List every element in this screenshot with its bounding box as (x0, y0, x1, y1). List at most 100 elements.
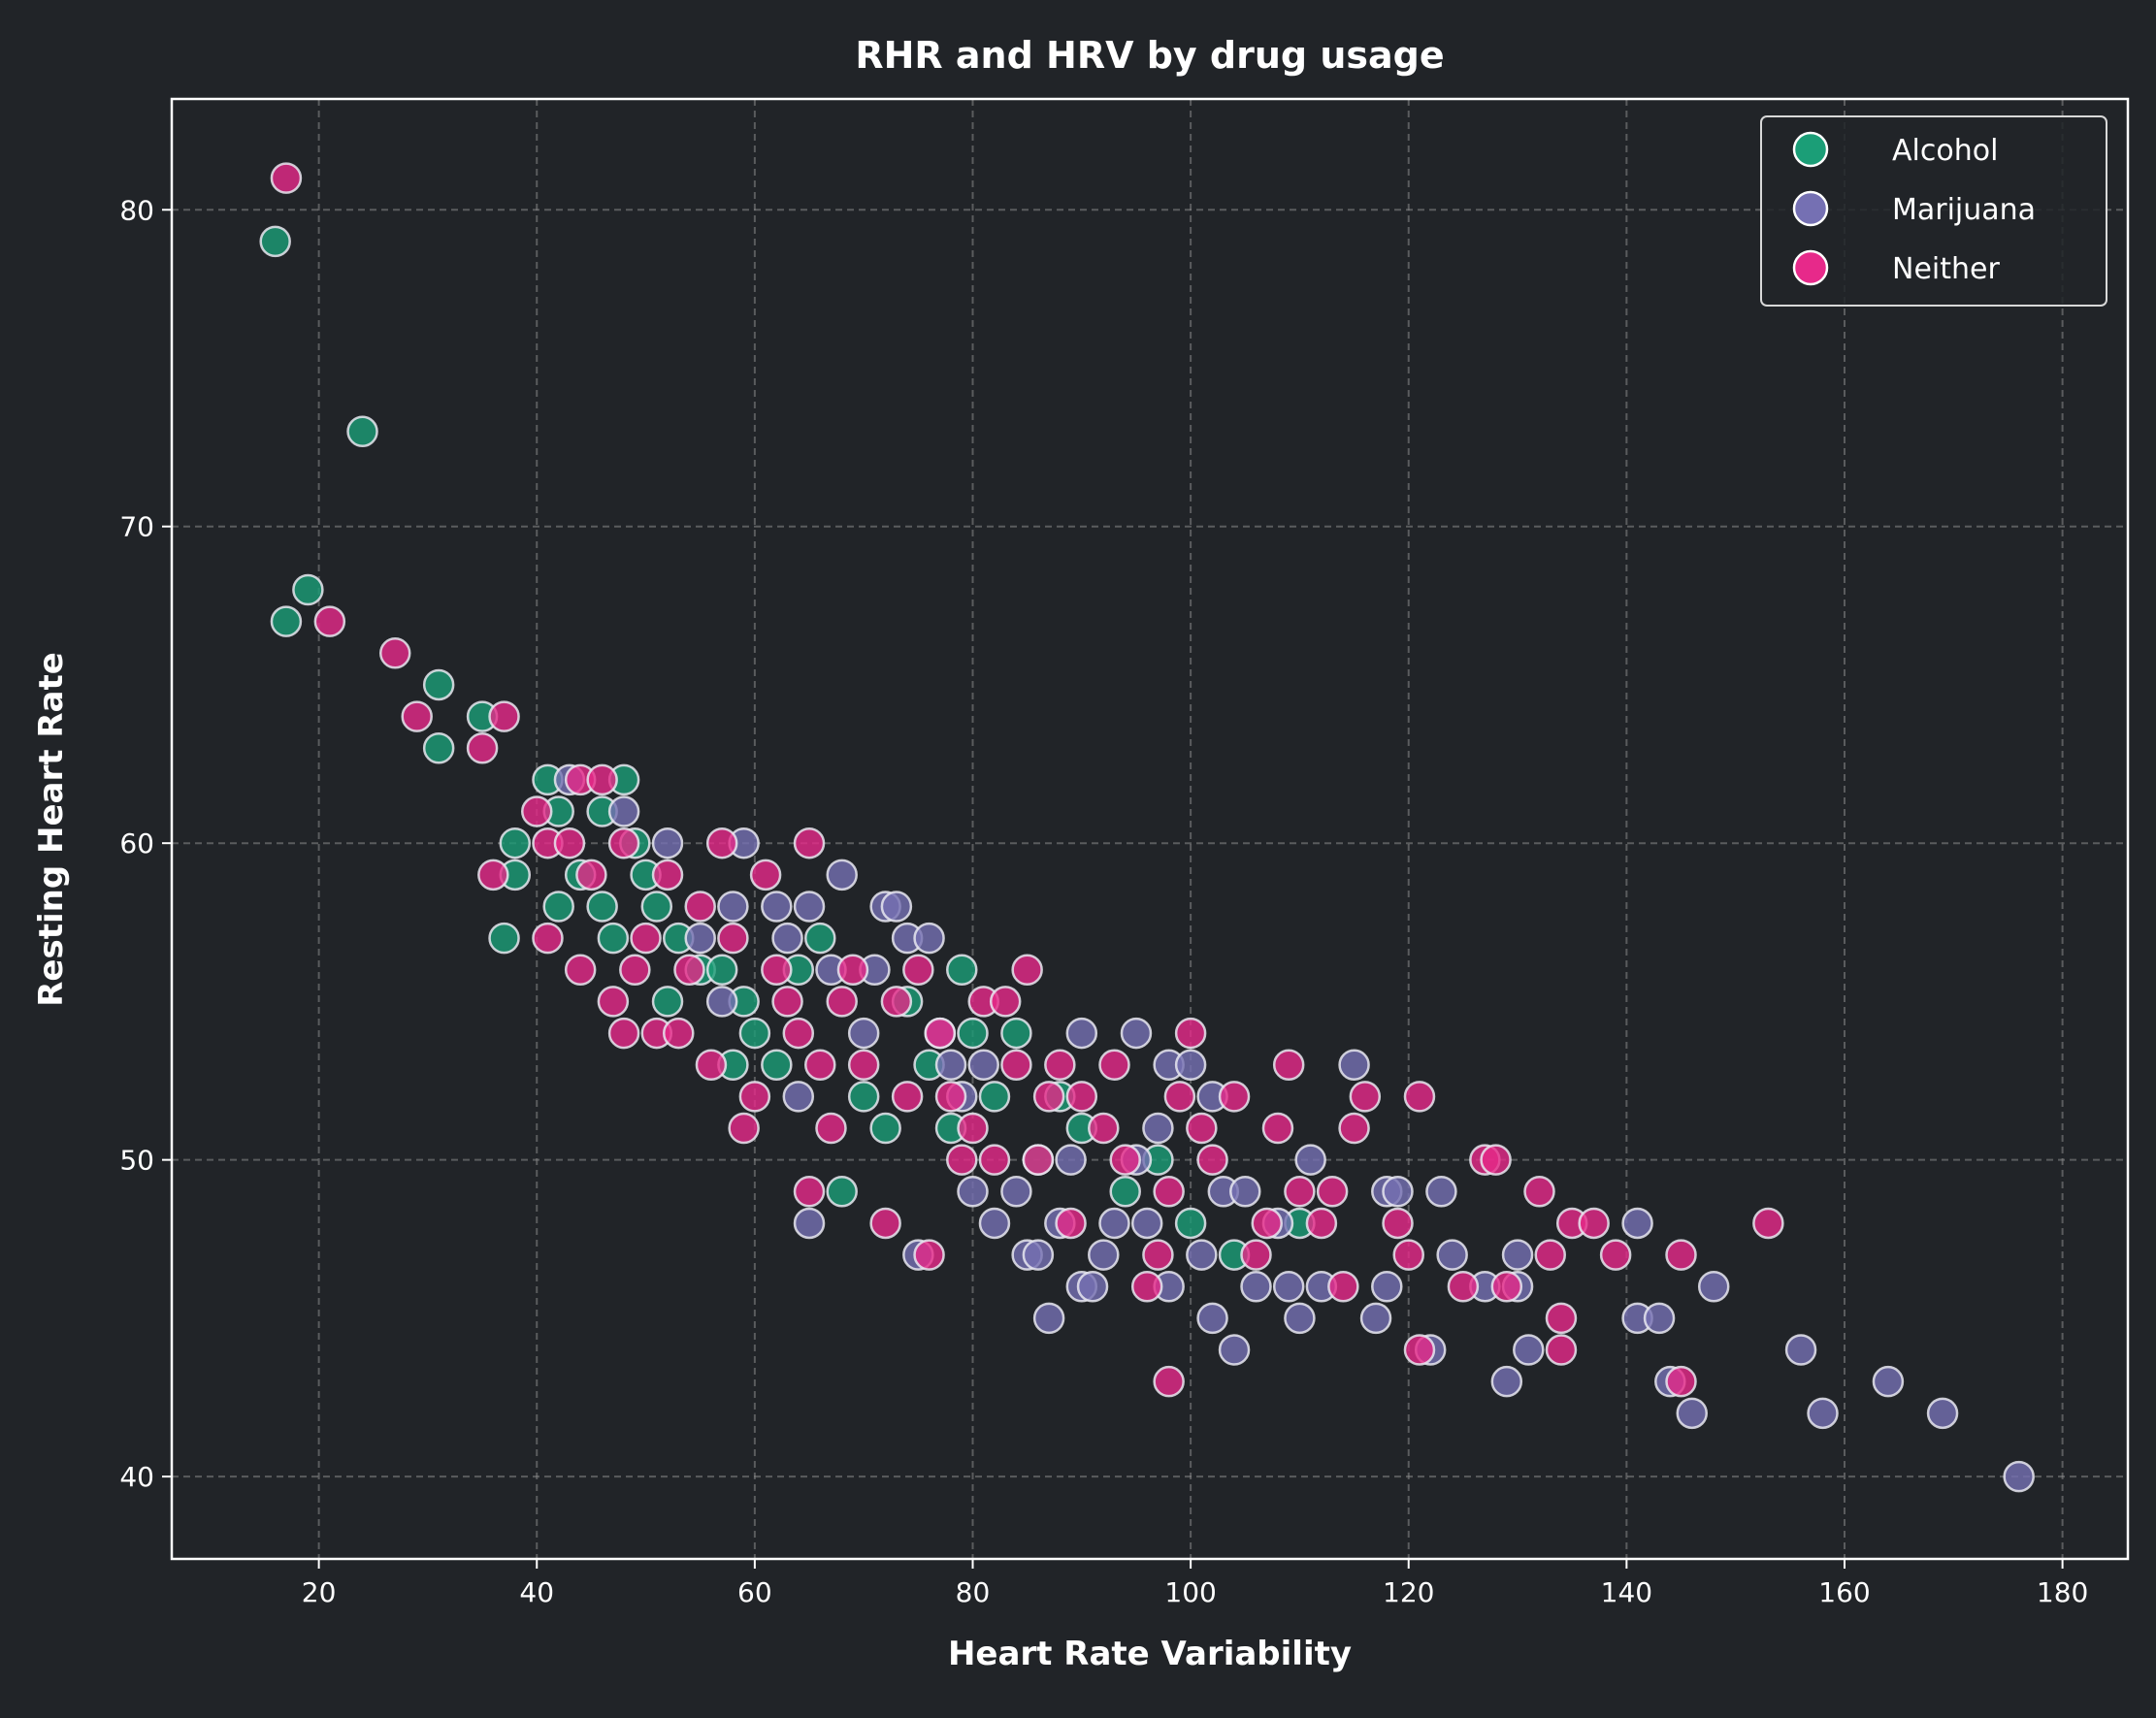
point-alcohol (847, 1081, 880, 1113)
point-marijuana (1065, 1017, 1098, 1050)
point-neither (924, 1017, 957, 1050)
point-neither (695, 1049, 728, 1081)
point-marijuana (1186, 1239, 1218, 1271)
x-tick-label: 80 (956, 1576, 991, 1608)
legend-label-marijuana: Marijuana (1892, 193, 2036, 227)
point-neither (1163, 1081, 1196, 1113)
point-marijuana (1501, 1239, 1534, 1271)
point-marijuana (1055, 1144, 1087, 1176)
point-neither (1261, 1112, 1294, 1145)
point-marijuana (793, 1207, 826, 1240)
point-neither (1327, 1270, 1359, 1303)
point-neither (1490, 1270, 1523, 1303)
point-neither (378, 637, 411, 669)
x-tick-label: 40 (519, 1576, 554, 1608)
point-marijuana (1621, 1207, 1653, 1240)
point-neither (630, 922, 662, 955)
point-neither (1153, 1365, 1185, 1398)
point-marijuana (771, 922, 803, 955)
point-alcohol (957, 1017, 989, 1050)
point-neither (1752, 1207, 1784, 1240)
point-alcohol (292, 573, 324, 606)
point-marijuana (1676, 1397, 1709, 1430)
point-neither (761, 954, 793, 987)
point-neither (934, 1081, 967, 1113)
legend-marker-marijuana (1792, 190, 1829, 227)
point-marijuana (651, 827, 684, 859)
legend-box (1760, 115, 2107, 307)
point-marijuana (1098, 1207, 1130, 1240)
point-neither (989, 986, 1022, 1018)
point-neither (313, 605, 346, 637)
point-neither (1403, 1081, 1436, 1113)
point-neither (1284, 1176, 1316, 1208)
point-neither (1240, 1239, 1272, 1271)
point-alcohol (488, 922, 520, 955)
point-neither (1196, 1144, 1228, 1176)
point-marijuana (761, 891, 793, 923)
point-neither (619, 954, 651, 987)
point-neither (1109, 1144, 1141, 1176)
point-neither (663, 1017, 695, 1050)
point-marijuana (880, 891, 913, 923)
point-neither (1153, 1176, 1185, 1208)
point-neither (1098, 1049, 1130, 1081)
point-marijuana (934, 1049, 967, 1081)
point-marijuana (1382, 1176, 1414, 1208)
point-alcohol (651, 986, 684, 1018)
y-tick-label: 50 (119, 1145, 154, 1177)
point-neither (1044, 1049, 1076, 1081)
point-neither (1349, 1081, 1382, 1113)
chart-title: RHR and HRV by drug usage (855, 34, 1444, 77)
point-marijuana (1513, 1334, 1545, 1366)
axis-ticks: 20 40 60 80 100 120 140 160 180 40 50 60 70 80 (119, 194, 2088, 1608)
point-neither (1011, 954, 1043, 987)
point-alcohol (804, 922, 836, 955)
point-marijuana (1174, 1049, 1207, 1081)
x-tick-label: 100 (1164, 1576, 1216, 1608)
point-marijuana (1240, 1270, 1272, 1303)
point-marijuana (1784, 1334, 1817, 1366)
point-neither (401, 700, 433, 732)
point-alcohol (346, 415, 378, 448)
point-neither (1338, 1112, 1370, 1145)
point-marijuana (1120, 1017, 1153, 1050)
y-tick-label: 80 (119, 194, 154, 226)
point-marijuana (607, 795, 640, 827)
point-neither (520, 795, 553, 827)
point-neither (705, 827, 738, 859)
point-neither (1665, 1239, 1697, 1271)
point-neither (793, 827, 826, 859)
point-neither (488, 700, 520, 732)
point-marijuana (1371, 1270, 1403, 1303)
point-marijuana (1000, 1176, 1032, 1208)
point-neither (1032, 1081, 1065, 1113)
point-neither (553, 827, 586, 859)
point-neither (1142, 1239, 1174, 1271)
point-marijuana (1872, 1365, 1905, 1398)
point-marijuana (1490, 1365, 1523, 1398)
point-alcohol (422, 668, 455, 701)
point-neither (869, 1207, 901, 1240)
point-marijuana (1218, 1334, 1251, 1366)
point-marijuana (1926, 1397, 1959, 1430)
point-neither (1534, 1239, 1566, 1271)
point-neither (1578, 1207, 1610, 1240)
point-neither (1523, 1176, 1555, 1208)
point-marijuana (826, 859, 858, 891)
y-tick-label: 70 (119, 511, 154, 543)
point-neither (575, 859, 607, 891)
point-neither (1403, 1334, 1436, 1366)
point-marijuana (684, 922, 716, 955)
point-alcohol (946, 954, 978, 987)
point-alcohol (1174, 1207, 1207, 1240)
point-neither (1316, 1176, 1349, 1208)
point-marijuana (1130, 1207, 1163, 1240)
point-neither (1599, 1239, 1632, 1271)
point-marijuana (967, 1049, 999, 1081)
y-tick-label: 40 (119, 1461, 154, 1493)
point-alcohol (869, 1112, 901, 1145)
point-neither (1665, 1365, 1697, 1398)
point-neither (804, 1049, 836, 1081)
